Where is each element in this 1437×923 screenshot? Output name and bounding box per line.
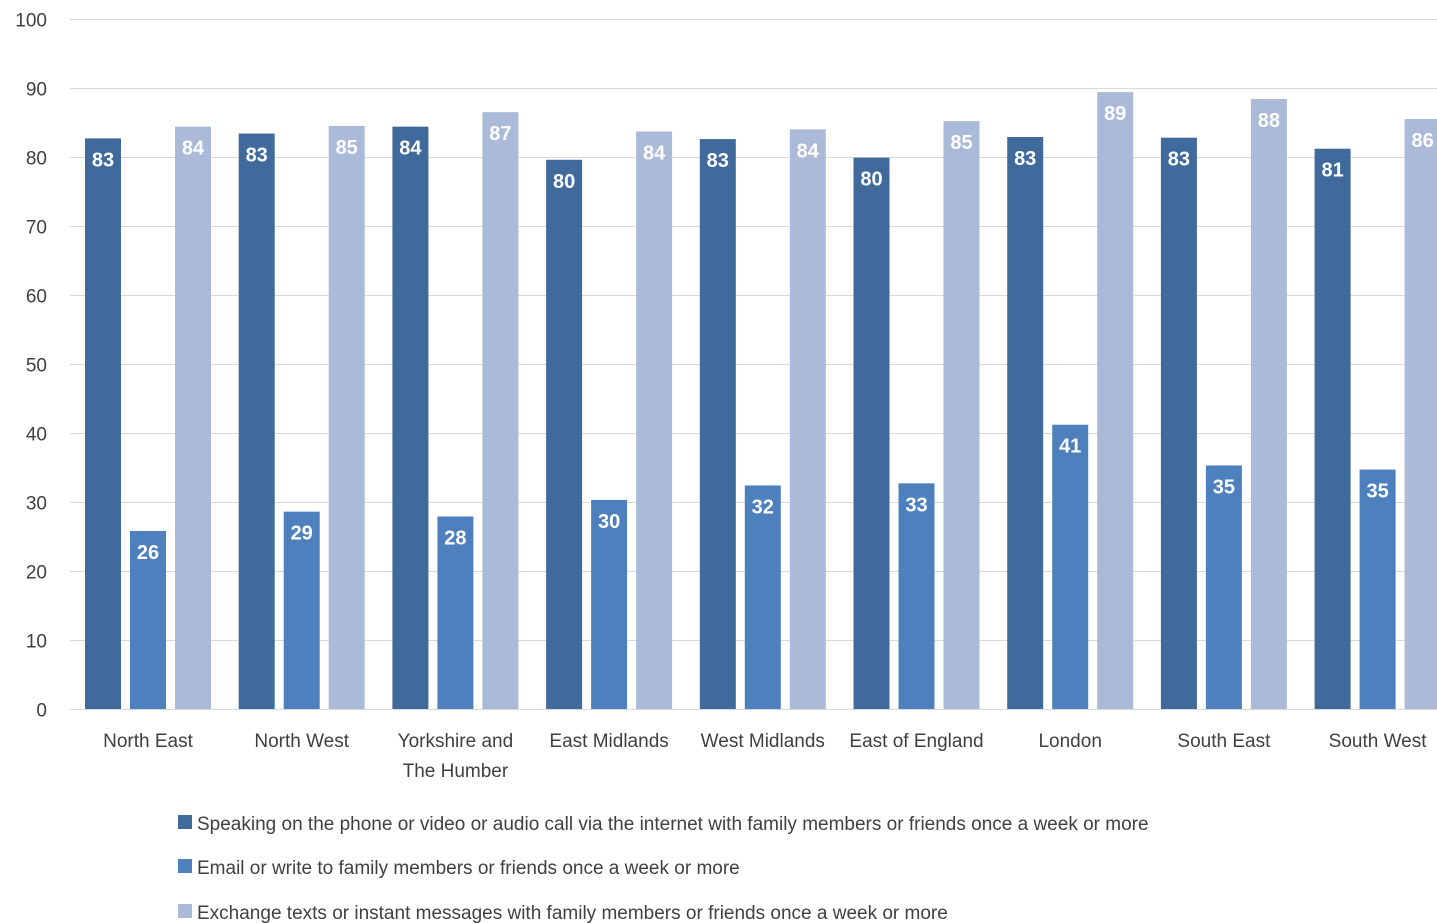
bar bbox=[175, 126, 211, 709]
legend-label: Exchange texts or instant messages with … bbox=[197, 903, 948, 923]
x-category-label: South East bbox=[1177, 731, 1271, 752]
data-label: 84 bbox=[182, 138, 205, 160]
bar bbox=[1404, 119, 1437, 710]
data-label: 84 bbox=[399, 138, 422, 160]
data-label: 81 bbox=[1321, 160, 1343, 182]
bar bbox=[392, 126, 429, 709]
y-tick-label: 90 bbox=[26, 80, 47, 101]
legend-label: Email or write to family members or frie… bbox=[197, 858, 740, 879]
bars bbox=[85, 92, 1437, 710]
x-category-label: London bbox=[1038, 731, 1101, 752]
y-tick-label: 40 bbox=[26, 425, 47, 446]
x-axis-category-labels: North East North West Yorkshire and The Hum… bbox=[103, 731, 1427, 782]
y-tick-label: 50 bbox=[26, 356, 47, 377]
data-label: 33 bbox=[905, 494, 927, 516]
bar bbox=[1052, 424, 1089, 709]
data-label: 80 bbox=[860, 169, 882, 191]
y-tick-label: 100 bbox=[15, 11, 47, 32]
x-category-label: West Midlands bbox=[701, 731, 825, 752]
bar bbox=[546, 159, 583, 709]
y-tick-label: 0 bbox=[36, 701, 47, 722]
bar bbox=[130, 530, 166, 709]
data-label: 88 bbox=[1258, 110, 1280, 132]
y-tick-label: 10 bbox=[26, 632, 47, 653]
bar bbox=[789, 129, 826, 709]
data-label: 83 bbox=[246, 145, 268, 167]
data-label: 83 bbox=[92, 149, 114, 171]
data-label: 87 bbox=[489, 123, 511, 145]
data-label: 32 bbox=[752, 496, 774, 518]
data-labels: 83 83 84 80 83 80 83 83 81 26 29 28 30 32 33 41 35 35 84 85… bbox=[92, 103, 1434, 564]
y-tick-label: 80 bbox=[26, 149, 47, 170]
x-category-label: North East bbox=[103, 731, 193, 752]
bar bbox=[238, 133, 275, 710]
y-tick-label: 70 bbox=[26, 218, 47, 239]
data-label: 26 bbox=[137, 542, 159, 564]
bar bbox=[853, 157, 890, 709]
bar bbox=[591, 499, 628, 709]
x-category-label: Yorkshire and The Humber bbox=[398, 731, 513, 782]
data-label: 30 bbox=[598, 511, 620, 533]
data-label: 29 bbox=[291, 523, 313, 545]
data-label: 83 bbox=[707, 150, 729, 172]
legend-label: Speaking on the phone or video or audio … bbox=[197, 814, 1149, 835]
legend: Speaking on the phone or video or audio … bbox=[178, 814, 1149, 923]
data-label: 85 bbox=[950, 132, 972, 154]
data-label: 35 bbox=[1213, 476, 1235, 498]
legend-swatch bbox=[178, 859, 192, 873]
x-category-label: East Midlands bbox=[549, 731, 668, 752]
bar bbox=[898, 483, 935, 709]
legend-swatch bbox=[178, 904, 192, 918]
bar bbox=[1097, 92, 1134, 709]
data-label: 83 bbox=[1014, 148, 1036, 170]
bar bbox=[328, 125, 365, 709]
bar bbox=[636, 131, 673, 710]
data-label: 80 bbox=[553, 171, 575, 193]
y-tick-label: 60 bbox=[26, 287, 47, 308]
data-label: 84 bbox=[643, 142, 666, 164]
data-label: 86 bbox=[1411, 130, 1433, 152]
y-tick-label: 20 bbox=[26, 563, 47, 584]
bar bbox=[699, 139, 736, 709]
bar bbox=[85, 138, 121, 709]
x-category-label: East of England bbox=[849, 731, 983, 752]
bar bbox=[1205, 465, 1242, 709]
bar bbox=[283, 511, 320, 709]
bar bbox=[1359, 469, 1396, 709]
x-category-label: North West bbox=[254, 731, 349, 752]
data-label: 83 bbox=[1168, 149, 1190, 171]
data-label: 89 bbox=[1104, 103, 1126, 125]
bar bbox=[437, 516, 474, 709]
bar bbox=[943, 121, 980, 710]
data-label: 28 bbox=[444, 527, 466, 549]
y-tick-label: 30 bbox=[26, 494, 47, 515]
bar bbox=[744, 485, 781, 709]
data-label: 85 bbox=[336, 137, 358, 159]
bar bbox=[1160, 137, 1197, 709]
data-label: 35 bbox=[1366, 481, 1388, 503]
bar bbox=[1250, 99, 1287, 710]
bar bbox=[1314, 148, 1351, 710]
y-axis-tick-labels: 0 10 20 30 40 50 60 70 80 90 100 bbox=[15, 11, 47, 722]
bar bbox=[1007, 136, 1044, 710]
legend-swatch bbox=[178, 815, 192, 829]
data-label: 84 bbox=[797, 140, 820, 162]
data-label: 41 bbox=[1059, 436, 1081, 458]
bar bbox=[482, 112, 519, 709]
x-category-label: South West bbox=[1329, 731, 1428, 752]
